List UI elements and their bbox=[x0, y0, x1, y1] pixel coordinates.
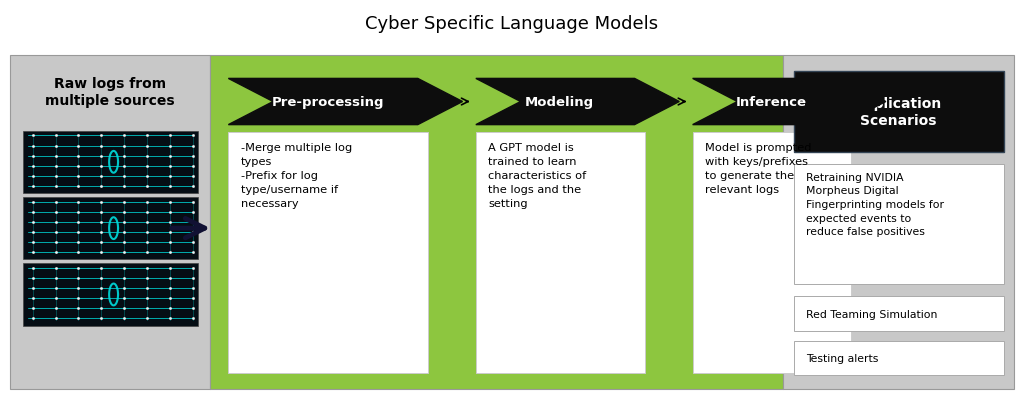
FancyBboxPatch shape bbox=[23, 132, 198, 194]
FancyBboxPatch shape bbox=[783, 56, 1014, 389]
FancyBboxPatch shape bbox=[23, 264, 198, 326]
FancyBboxPatch shape bbox=[23, 198, 198, 260]
FancyBboxPatch shape bbox=[476, 132, 645, 373]
Text: A GPT model is
trained to learn
characteristics of
the logs and the
setting: A GPT model is trained to learn characte… bbox=[488, 142, 587, 208]
Polygon shape bbox=[476, 79, 679, 125]
FancyBboxPatch shape bbox=[210, 56, 783, 389]
Text: Model is prompted
with keys/prefixes
to generate the
relevant logs: Model is prompted with keys/prefixes to … bbox=[705, 142, 811, 194]
FancyBboxPatch shape bbox=[794, 341, 1004, 375]
Polygon shape bbox=[692, 79, 886, 125]
Polygon shape bbox=[228, 79, 463, 125]
Text: Pre-processing: Pre-processing bbox=[271, 96, 384, 109]
Text: Inference: Inference bbox=[736, 96, 807, 109]
Text: Testing alerts: Testing alerts bbox=[806, 353, 879, 363]
Text: Modeling: Modeling bbox=[525, 96, 594, 109]
Text: Retraining NVIDIA
Morpheus Digital
Fingerprinting models for
expected events to
: Retraining NVIDIA Morpheus Digital Finge… bbox=[806, 172, 944, 237]
FancyBboxPatch shape bbox=[794, 164, 1004, 285]
Text: -Merge multiple log
types
-Prefix for log
type/username if
necessary: -Merge multiple log types -Prefix for lo… bbox=[241, 142, 352, 208]
FancyBboxPatch shape bbox=[794, 72, 1004, 152]
FancyBboxPatch shape bbox=[228, 132, 428, 373]
Text: Red Teaming Simulation: Red Teaming Simulation bbox=[806, 309, 937, 319]
FancyBboxPatch shape bbox=[692, 132, 851, 373]
Text: Raw logs from
multiple sources: Raw logs from multiple sources bbox=[45, 77, 175, 107]
Text: Cyber Specific Language Models: Cyber Specific Language Models bbox=[366, 15, 658, 33]
Text: Application
Scenarios: Application Scenarios bbox=[854, 97, 943, 128]
FancyBboxPatch shape bbox=[794, 297, 1004, 331]
FancyBboxPatch shape bbox=[10, 56, 210, 389]
